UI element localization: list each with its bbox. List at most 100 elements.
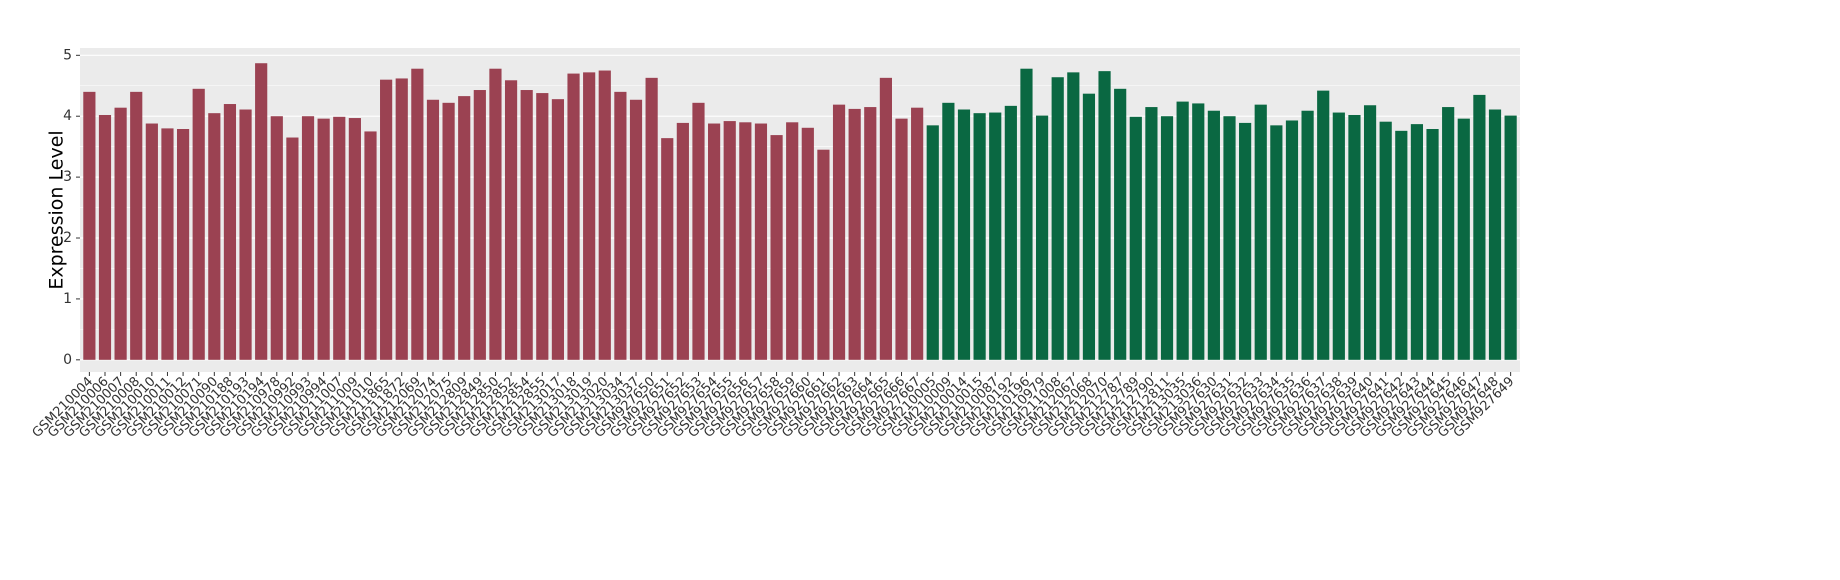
bar <box>1145 107 1158 360</box>
bar <box>1363 105 1377 360</box>
bar <box>98 114 112 360</box>
y-tick-label: 2 <box>63 230 72 246</box>
bar <box>270 116 283 360</box>
bar <box>848 108 861 360</box>
bar <box>333 116 346 360</box>
bar <box>395 78 408 360</box>
bar <box>895 118 908 360</box>
bar <box>1176 101 1189 360</box>
bar <box>551 99 565 360</box>
bar <box>754 123 768 360</box>
bar <box>536 93 549 360</box>
bar <box>583 72 596 360</box>
bar <box>114 107 127 360</box>
bar <box>832 104 846 360</box>
bar <box>1004 105 1017 360</box>
bar <box>692 102 705 360</box>
bar <box>1082 93 1096 360</box>
bar <box>317 118 330 360</box>
bar <box>1067 72 1080 360</box>
bar <box>1379 121 1392 360</box>
bar <box>1348 114 1361 360</box>
bar <box>1239 122 1252 360</box>
bar <box>1317 90 1330 360</box>
y-axis-title: Expression Level <box>46 130 68 289</box>
bar <box>1442 107 1455 360</box>
bar <box>364 131 377 360</box>
bar <box>1098 71 1111 360</box>
bar <box>973 113 986 360</box>
y-tick-label: 3 <box>63 169 72 185</box>
bar <box>380 79 393 360</box>
bar <box>708 123 721 360</box>
bar <box>1192 103 1205 360</box>
bar <box>1285 120 1299 360</box>
bar <box>645 77 658 360</box>
bar <box>520 90 533 360</box>
bar <box>145 123 158 360</box>
bar <box>1160 116 1174 360</box>
bar <box>1473 94 1486 360</box>
y-tick-label: 5 <box>63 47 72 63</box>
bar <box>942 102 955 360</box>
bar <box>1051 77 1064 360</box>
bar <box>1332 112 1345 360</box>
bar <box>301 116 315 360</box>
bar <box>723 121 736 360</box>
bar <box>208 113 221 360</box>
bar <box>1020 68 1033 360</box>
y-tick-label: 0 <box>63 352 72 368</box>
bar <box>1270 125 1283 360</box>
bar <box>473 90 486 360</box>
y-tick-label: 4 <box>63 108 72 124</box>
bar <box>676 122 689 360</box>
bar <box>879 77 892 360</box>
bar <box>770 135 783 360</box>
bar <box>83 91 96 360</box>
bar <box>442 102 455 360</box>
bar <box>1488 109 1502 360</box>
bar <box>1301 110 1314 360</box>
bar <box>1254 104 1267 360</box>
bar <box>176 129 190 360</box>
bar <box>989 112 1002 360</box>
bar <box>614 91 627 360</box>
bar <box>1223 116 1236 360</box>
bar <box>957 109 971 360</box>
bar <box>598 70 611 360</box>
bar <box>1410 124 1424 360</box>
bar <box>1457 118 1470 360</box>
bar <box>130 91 143 360</box>
bar <box>239 109 252 360</box>
bar <box>911 107 924 360</box>
bar <box>1395 130 1408 360</box>
bar <box>489 68 502 360</box>
bar <box>661 138 674 360</box>
bar <box>1114 88 1127 360</box>
bar <box>1035 115 1049 360</box>
bar <box>348 118 361 360</box>
bar <box>192 88 205 360</box>
bar <box>1207 110 1220 360</box>
bar <box>223 104 237 360</box>
bar <box>426 99 440 360</box>
bar <box>567 73 580 360</box>
bar <box>1129 116 1142 360</box>
bar <box>286 137 299 360</box>
bar <box>1426 129 1439 360</box>
bar <box>504 80 518 360</box>
bar <box>161 128 174 360</box>
bar <box>1504 115 1517 360</box>
bar <box>817 149 830 360</box>
bar <box>786 122 799 360</box>
bar <box>629 99 643 360</box>
bar <box>255 63 268 360</box>
bar <box>458 96 471 360</box>
bar <box>411 68 424 360</box>
bar <box>864 107 877 360</box>
bar <box>926 125 939 360</box>
bar <box>801 127 814 360</box>
bar <box>739 122 752 360</box>
y-tick-label: 1 <box>63 291 72 307</box>
